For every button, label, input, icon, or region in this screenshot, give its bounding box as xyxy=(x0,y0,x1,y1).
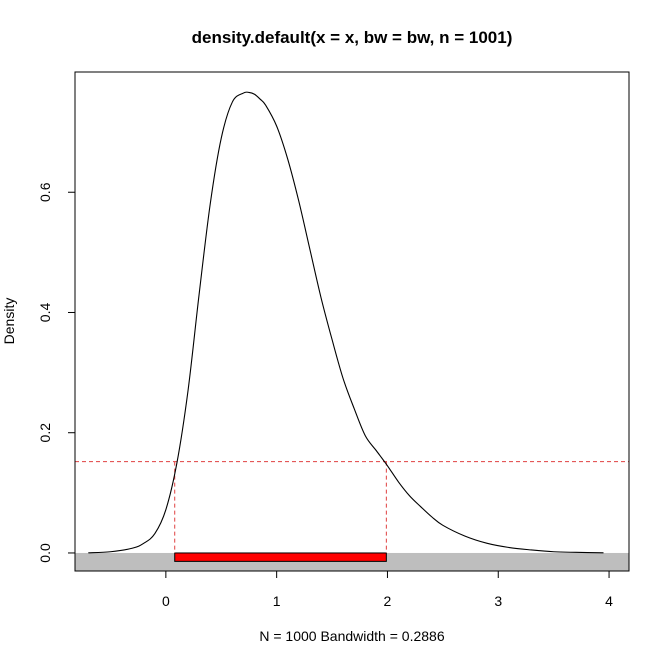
y-tick-label: 0.4 xyxy=(37,303,53,323)
y-axis: 0.0 0.2 0.4 0.6 xyxy=(37,182,76,563)
chart-title: density.default(x = x, bw = bw, n = 1001… xyxy=(192,28,513,47)
plot-border xyxy=(74,71,630,572)
x-tick-label: 3 xyxy=(494,593,502,609)
plot-area xyxy=(75,91,629,571)
x-tick-label: 1 xyxy=(273,593,281,609)
interval-bar xyxy=(174,552,387,562)
x-tick-label: 2 xyxy=(384,593,392,609)
y-tick-label: 0.2 xyxy=(37,423,53,443)
x-tick-label: 0 xyxy=(162,593,170,609)
density-curve xyxy=(88,91,604,554)
y-tick-label: 0.0 xyxy=(37,543,53,563)
x-axis-label: N = 1000 Bandwidth = 0.2886 xyxy=(259,628,444,644)
x-tick-label: 4 xyxy=(605,593,613,609)
y-tick-label: 0.6 xyxy=(37,182,53,202)
x-axis: 0 1 2 3 4 xyxy=(162,570,613,609)
y-axis-label: Density xyxy=(1,298,17,345)
